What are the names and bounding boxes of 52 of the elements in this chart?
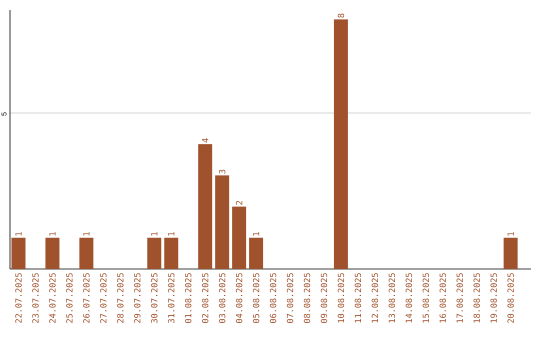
bar xyxy=(198,144,212,269)
x-tick-label: 19.08.2025 xyxy=(490,273,497,322)
data-label: 1 xyxy=(151,232,158,236)
x-tick-label: 31.07.2025 xyxy=(168,273,174,323)
x-tick-label: 03.08.2025 xyxy=(218,273,226,323)
bar xyxy=(232,206,246,269)
x-tick-label: 15.08.2025 xyxy=(422,273,429,322)
bar xyxy=(147,238,162,269)
data-label: 1 xyxy=(508,232,514,236)
x-tick-label: 30.07.2025 xyxy=(151,273,158,323)
x-tick-label: 25.07.2025 xyxy=(66,273,73,323)
data-label: 8 xyxy=(338,14,344,18)
bar xyxy=(215,175,230,269)
data-label: 4 xyxy=(202,138,208,143)
x-tick-label: 11.08.2025 xyxy=(354,273,362,322)
x-tick-label: 08.08.2025 xyxy=(304,273,310,323)
bar xyxy=(504,238,518,269)
x-tick-label: 14.08.2025 xyxy=(406,273,412,322)
x-tick-label: 23.07.2025 xyxy=(32,273,39,323)
x-tick-label: 07.08.2025 xyxy=(286,273,294,323)
x-tick-label: 13.08.2025 xyxy=(388,273,396,322)
bar xyxy=(249,238,264,269)
x-tick-label: 26.07.2025 xyxy=(83,273,90,323)
data-label: 1 xyxy=(252,232,260,236)
x-tick-label: 17.08.2025 xyxy=(456,273,463,322)
x-tick-label: 12.08.2025 xyxy=(372,273,378,322)
bar xyxy=(79,238,94,269)
x-tick-label: 27.07.2025 xyxy=(100,273,107,323)
bar xyxy=(11,238,26,269)
x-tick-label: 04.08.2025 xyxy=(236,273,242,323)
x-tick-label: 05.08.2025 xyxy=(252,273,260,323)
data-label: 1 xyxy=(168,232,174,236)
bar xyxy=(45,238,60,269)
x-tick-label: 18.08.2025 xyxy=(474,273,480,322)
x-tick-label: 28.07.2025 xyxy=(117,273,124,323)
data-label: 3 xyxy=(218,170,226,174)
bar xyxy=(334,19,348,269)
x-tick-label: 06.08.2025 xyxy=(270,273,276,323)
x-tick-label: 09.08.2025 xyxy=(320,273,328,323)
x-tick-label: 16.08.2025 xyxy=(440,273,446,322)
data-label: 1 xyxy=(83,232,90,236)
x-tick-label: 29.07.2025 xyxy=(134,273,140,323)
data-label: 1 xyxy=(15,232,22,236)
bar xyxy=(164,238,178,269)
x-tick-label: 02.08.2025 xyxy=(202,273,208,323)
x-tick-label: 01.08.2025 xyxy=(184,273,192,323)
x-tick-label: 10.08.2025 xyxy=(338,273,344,322)
x-tick-label: 24.07.2025 xyxy=(49,273,56,323)
x-tick-label: 22.07.2025 xyxy=(15,273,22,323)
x-tick-label: 20.08.2025 xyxy=(507,273,514,323)
data-label: 1 xyxy=(49,232,56,236)
data-label: 2 xyxy=(236,201,242,205)
